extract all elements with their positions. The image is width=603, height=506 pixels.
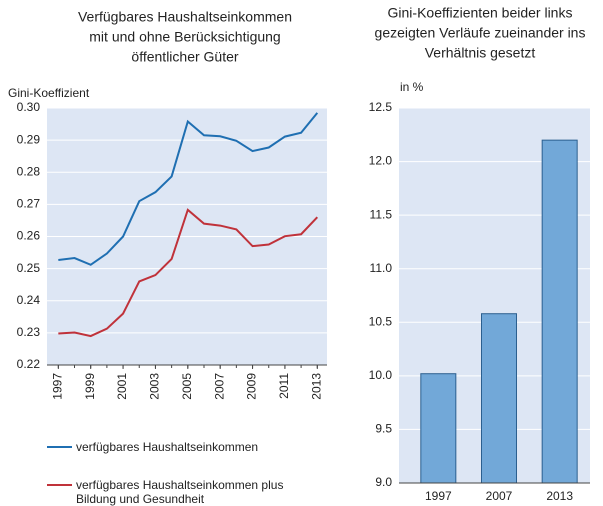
x-tick-label: 2007 (212, 373, 226, 400)
y-tick-label: 0.23 (17, 325, 41, 339)
y-tick-label: 0.29 (17, 132, 41, 146)
bar (541, 139, 578, 484)
chart-title: mit und ohne Berücksichtigung (89, 29, 280, 45)
line-series (58, 208, 319, 338)
y-tick-label: 11.5 (370, 207, 393, 221)
y-tick-label: 9.0 (375, 475, 392, 489)
chart-title: öffentlicher Güter (131, 49, 238, 65)
y-axis-label: in % (400, 80, 424, 94)
y-tick-label: 10.0 (369, 368, 393, 382)
chart-title: Gini-Koeffizienten beider links (388, 5, 573, 21)
bar (481, 313, 517, 484)
y-axis-label: Gini-Koeffizient (8, 86, 90, 100)
y-tick-label: 10.5 (369, 314, 393, 328)
y-tick-label: 0.28 (17, 164, 41, 178)
x-tick-label: 2003 (148, 373, 162, 400)
y-tick-label: 12.0 (369, 154, 393, 168)
chart-title: gezeigten Verläufe zueinander ins (375, 25, 586, 41)
x-tick-label: 2013 (309, 373, 323, 400)
y-tick-label: 0.26 (17, 229, 41, 243)
y-tick-label: 11.0 (370, 261, 393, 275)
x-tick-label: 1997 (51, 373, 65, 400)
legend-label: verfügbares Haushaltseinkommen plus Bild… (76, 478, 284, 506)
x-tick-label: 2011 (277, 373, 291, 399)
x-tick-label: 2005 (180, 373, 194, 400)
legend-label: verfügbares Haushaltseinkommen (76, 440, 259, 454)
y-tick-label: 12.5 (369, 100, 393, 114)
x-tick-label: 2009 (245, 373, 259, 400)
x-tick-label: 1999 (83, 373, 97, 400)
x-tick-label: 1997 (425, 489, 452, 503)
x-tick-label: 2007 (486, 489, 513, 503)
y-tick-label: 0.27 (17, 197, 41, 211)
y-tick-label: 0.30 (17, 100, 41, 114)
chart-title: Verfügbares Haushaltseinkommen (78, 9, 292, 25)
bar (420, 373, 457, 484)
x-tick-label: 2013 (546, 489, 573, 503)
y-tick-label: 0.22 (17, 357, 41, 371)
y-tick-label: 0.24 (17, 293, 41, 307)
chart-title: Verhältnis gesetzt (425, 45, 536, 61)
y-tick-label: 0.25 (17, 261, 41, 275)
x-tick-label: 2001 (115, 373, 129, 400)
line-series (58, 112, 319, 266)
y-tick-label: 9.5 (375, 422, 392, 436)
